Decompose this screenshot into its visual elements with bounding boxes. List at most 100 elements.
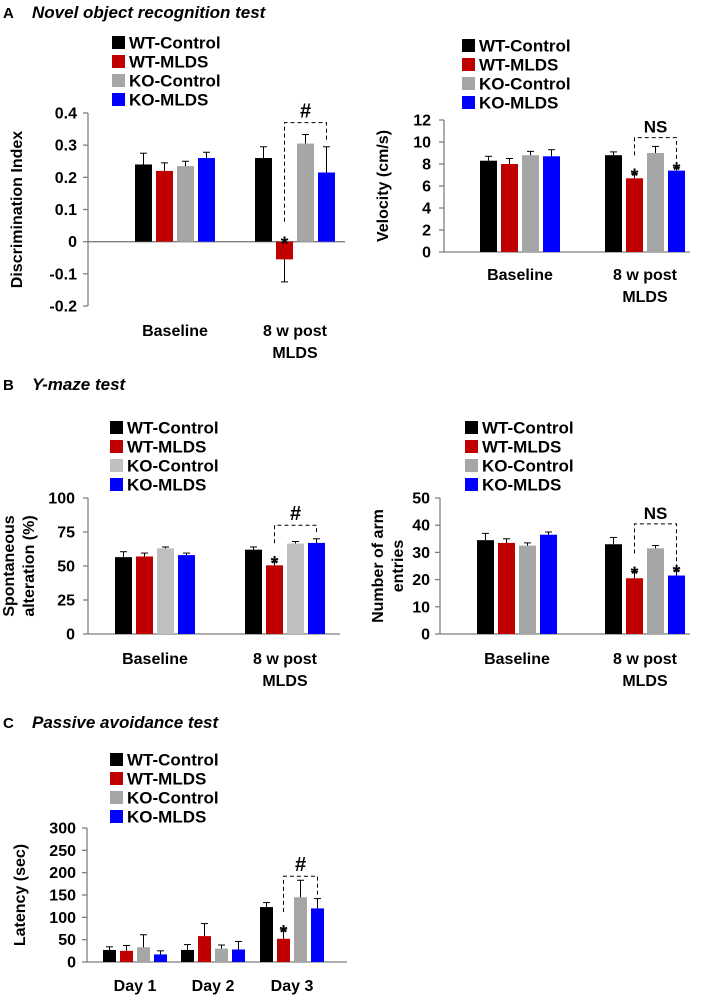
legend-label-wt-mlds: WT-MLDS — [482, 438, 561, 457]
bar-ko-mlds — [154, 954, 167, 962]
legend-swatch-wt-mlds — [465, 440, 478, 453]
y-axis-label-line: alteration (%) — [21, 515, 38, 616]
bar-ko-mlds — [178, 555, 195, 634]
significance-star: * — [631, 165, 639, 187]
significance-bracket — [634, 137, 677, 164]
legend-swatch-wt-control — [465, 421, 478, 434]
legend-label-wt-control: WT-Control — [129, 34, 221, 53]
panel-title-y-maze: Y-maze test — [32, 375, 127, 394]
y-tick-label: 12 — [413, 113, 431, 130]
bar-wt-control — [181, 949, 194, 962]
bar-ko-control — [177, 166, 194, 242]
bar-wt-mlds — [498, 542, 515, 634]
legend-swatch-ko-mlds — [110, 478, 123, 491]
x-category-label: 8 w post — [613, 267, 678, 284]
y-axis-label-line: Latency (sec) — [12, 844, 29, 946]
x-category-label: MLDS — [622, 673, 668, 690]
bar-ko-mlds — [543, 156, 560, 252]
legend-label-ko-control: KO-Control — [127, 789, 219, 808]
y-axis-label: Discrimination Index — [9, 131, 26, 288]
bar-wt-mlds — [156, 170, 173, 242]
y-tick-label: 40 — [412, 518, 430, 535]
bar-wt-control — [135, 164, 152, 242]
y-axis-label-line: Spontaneous — [1, 515, 18, 616]
bar-ko-mlds — [540, 534, 557, 634]
bar-wt-control — [605, 544, 622, 634]
significance-bracket-label: # — [290, 503, 301, 525]
panel-title-novel-object: Novel object recognition test — [32, 3, 267, 22]
bar-wt-control — [605, 155, 622, 252]
x-category-label: MLDS — [622, 289, 668, 306]
bar-ko-mlds — [311, 908, 324, 962]
legend-swatch-ko-mlds — [462, 96, 475, 109]
y-axis-label: Velocity (cm/s) — [375, 130, 392, 242]
y-tick-label: 50 — [412, 491, 430, 508]
legend-swatch-ko-control — [112, 74, 125, 87]
legend-label-wt-control: WT-Control — [127, 751, 219, 770]
significance-star: * — [631, 563, 639, 585]
y-tick-label: 30 — [412, 545, 430, 562]
bar-wt-control — [477, 540, 494, 634]
bar-wt-control — [260, 907, 273, 962]
y-tick-label: -0.2 — [49, 299, 77, 316]
bar-wt-mlds — [120, 950, 133, 962]
legend-swatch-ko-mlds — [110, 810, 123, 823]
y-axis-label: Number of arm entries — [370, 509, 407, 623]
bar-wt-control — [480, 160, 497, 252]
significance-star: * — [673, 562, 681, 584]
legend-label-ko-mlds: KO-MLDS — [482, 476, 561, 495]
panel-letter-a: A — [3, 5, 14, 22]
legend-swatch-wt-mlds — [462, 58, 475, 71]
legend-label-ko-mlds: KO-MLDS — [127, 476, 206, 495]
x-category-label: MLDS — [262, 673, 308, 690]
panel-letter-b: B — [3, 377, 14, 394]
bar-ko-mlds — [198, 158, 215, 242]
y-tick-label: -0.1 — [49, 266, 77, 283]
y-tick-label: 0 — [68, 234, 77, 251]
bar-ko-mlds — [318, 172, 335, 242]
x-category-label: Baseline — [142, 323, 208, 340]
y-tick-label: 0.4 — [55, 106, 77, 123]
significance-bracket — [284, 122, 327, 222]
y-tick-label: 0 — [422, 245, 431, 262]
bar-ko-control — [519, 545, 536, 634]
legend-swatch-ko-mlds — [465, 478, 478, 491]
y-tick-label: 200 — [49, 865, 76, 882]
y-tick-label: 2 — [422, 223, 431, 240]
legend-label-wt-control: WT-Control — [482, 419, 574, 438]
legend-swatch-ko-mlds — [112, 93, 125, 106]
significance-star: * — [271, 553, 279, 575]
bar-ko-mlds — [668, 170, 685, 252]
legend-swatch-ko-control — [462, 77, 475, 90]
bar-wt-mlds — [501, 164, 518, 252]
legend-label-wt-control: WT-Control — [479, 37, 571, 56]
legend-label-wt-mlds: WT-MLDS — [127, 770, 206, 789]
significance-bracket-label: # — [300, 101, 311, 123]
bar-ko-control — [157, 548, 174, 634]
bar-wt-control — [255, 158, 272, 242]
bar-wt-mlds — [266, 565, 283, 634]
bar-ko-control — [294, 897, 307, 962]
legend-swatch-wt-control — [110, 421, 123, 434]
y-tick-label: 25 — [57, 593, 75, 610]
y-tick-label: 100 — [49, 910, 76, 927]
legend-label-ko-control: KO-Control — [479, 75, 571, 94]
significance-bracket-label: NS — [644, 118, 668, 137]
y-axis-label-line: Velocity (cm/s) — [375, 130, 392, 242]
legend-label-wt-mlds: WT-MLDS — [479, 56, 558, 75]
legend-label-ko-control: KO-Control — [129, 72, 221, 91]
x-category-label: 8 w post — [263, 323, 328, 340]
y-axis-label-line: entries — [390, 540, 407, 593]
legend-swatch-wt-mlds — [112, 55, 125, 68]
y-axis-label-line: Number of arm — [370, 509, 387, 623]
y-tick-label: 100 — [48, 491, 75, 508]
y-tick-label: 300 — [49, 821, 76, 838]
y-tick-label: 4 — [422, 201, 431, 218]
bar-ko-mlds — [308, 542, 325, 634]
bar-wt-control — [103, 949, 116, 962]
legend-label-ko-mlds: KO-MLDS — [127, 808, 206, 827]
y-tick-label: 75 — [57, 525, 75, 542]
